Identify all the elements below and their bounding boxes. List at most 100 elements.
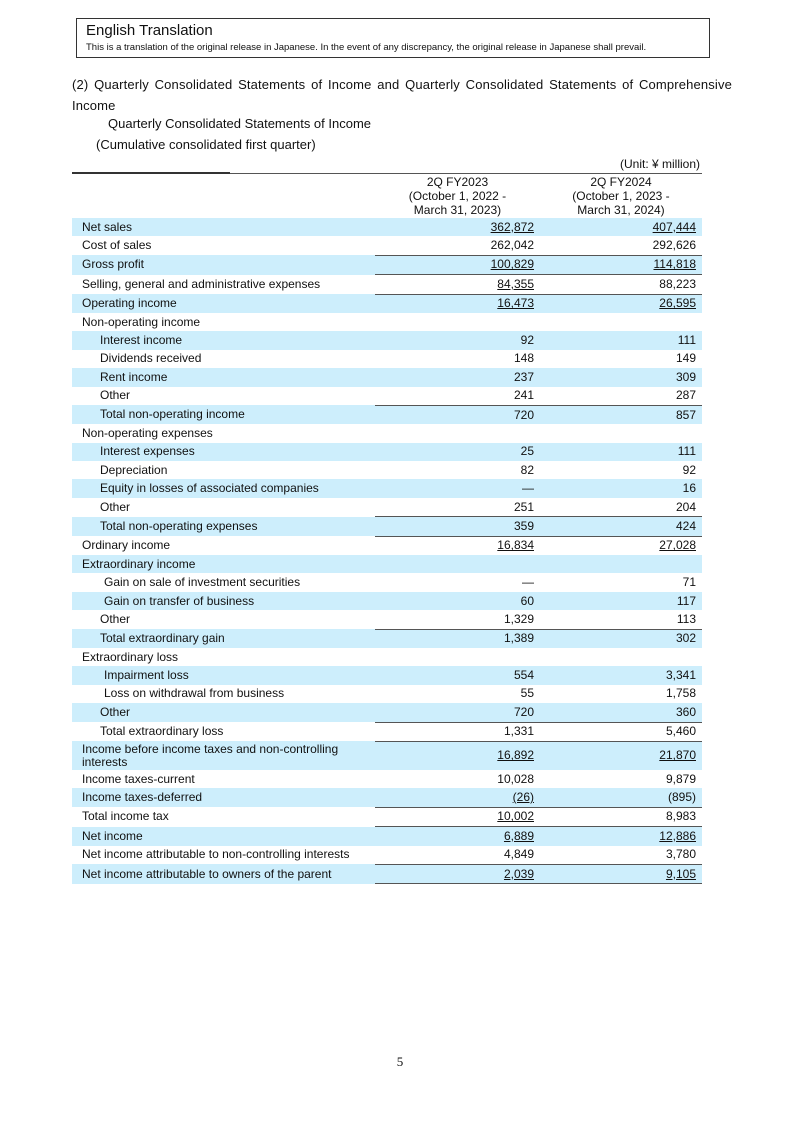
table-row: Interest expenses 25 111 (72, 442, 702, 462)
row-value-fy2024: 5,460 (540, 721, 702, 742)
row-label: Impairment loss (72, 666, 375, 685)
row-value-fy2024: 424 (540, 516, 702, 537)
row-value-fy2023: 1,389 (375, 628, 540, 648)
value-text: 8,983 (665, 809, 696, 824)
value-text: 100,829 (490, 257, 534, 272)
row-value-fy2024: 26,595 (540, 293, 702, 313)
row-value-fy2024: 27,028 (540, 535, 702, 556)
row-label: Operating income (72, 294, 375, 313)
row-label: Ordinary income (82, 538, 171, 553)
row-value-fy2024: 149 (540, 350, 702, 368)
row-value-fy2024: 9,105 (540, 863, 702, 885)
translation-notice: English Translation This is a translatio… (76, 18, 710, 58)
row-value-fy2023: 16,892 (375, 740, 540, 770)
value-text: 148 (513, 351, 534, 366)
value-text: 16,892 (497, 748, 534, 763)
row-label: Net income attributable to owners of the… (72, 864, 375, 884)
value-text: 3,780 (665, 847, 696, 862)
row-value-fy2023: 6,889 (375, 826, 540, 846)
table-row: Gain on sale of investment securities — 71 (72, 573, 702, 591)
value-text: 10,002 (497, 809, 534, 824)
value-text: 2,039 (503, 866, 534, 881)
row-value-fy2023: 148 (375, 350, 540, 368)
row-label: Net sales (72, 218, 375, 237)
notice-title: English Translation (86, 22, 213, 39)
value-text: 117 (676, 593, 696, 608)
row-value-fy2023: 2,039 (375, 863, 540, 885)
row-value-fy2024 (540, 313, 702, 331)
value-text: 111 (677, 444, 696, 459)
row-value-fy2023: 10,002 (375, 806, 540, 827)
table-row: Total non-operating expenses 359 424 (72, 516, 702, 537)
notice-text: This is a translation of the original re… (86, 42, 647, 53)
row-value-fy2024: 92 (540, 461, 702, 479)
row-value-fy2023: 720 (375, 404, 540, 425)
table-row: Other 1,329 113 (72, 610, 702, 629)
row-value-fy2023: 10,028 (375, 770, 540, 788)
value-text: 362,872 (490, 219, 534, 234)
table-row: Net sales 362,872 407,444 (72, 218, 702, 237)
table-row: Total extraordinary loss 1,331 5,460 (72, 721, 702, 742)
value-text: 10,028 (497, 771, 534, 786)
income-statement-table: 2Q FY2023 (October 1, 2022 - March 31, 202… (72, 175, 702, 885)
value-text: 1,758 (665, 686, 696, 701)
value-text: 1,329 (503, 611, 534, 626)
row-value-fy2023: 1,329 (375, 610, 540, 629)
value-text: 720 (513, 407, 534, 422)
value-text: 16,473 (497, 296, 534, 311)
table-row: Selling, general and administrative expe… (72, 274, 702, 295)
row-label: Other (72, 703, 375, 723)
table-row: Cost of sales 262,042 292,626 (72, 236, 702, 255)
value-text: 1,331 (503, 724, 534, 739)
row-value-fy2024: 111 (540, 442, 702, 462)
row-label: Equity in losses of associated companies (72, 479, 375, 498)
value-text: 12,886 (659, 828, 696, 843)
value-text: 111 (677, 333, 696, 348)
row-value-fy2024: 302 (540, 628, 702, 648)
row-value-fy2024: 111 (540, 331, 702, 350)
table-row: Total non-operating income 720 857 (72, 404, 702, 425)
table-row: Net income attributable to non-controlli… (72, 846, 702, 865)
table-row: Gross profit 100,829 114,818 (72, 254, 702, 275)
value-text: 9,105 (665, 866, 696, 881)
row-value-fy2024: 360 (540, 703, 702, 723)
table-row: Dividends received 148 149 (72, 350, 702, 368)
row-label: Depreciation (100, 462, 168, 477)
statement-title: Quarterly Consolidated Statements of Inc… (108, 116, 372, 131)
row-label: Total extraordinary loss (100, 724, 224, 739)
value-text: — (522, 481, 534, 496)
value-text: 71 (682, 575, 696, 590)
row-value-fy2024: 287 (540, 387, 702, 406)
table-row: Depreciation 82 92 (72, 461, 702, 479)
value-text: 287 (675, 388, 696, 403)
value-text: 204 (675, 499, 696, 514)
table-row: Income taxes-deferred (26) (895) (72, 788, 702, 808)
value-text: 720 (513, 704, 534, 719)
row-value-fy2023: 720 (375, 703, 540, 723)
row-value-fy2023: 237 (375, 368, 540, 387)
value-text: 55 (520, 686, 534, 701)
row-value-fy2023 (375, 648, 540, 666)
table-row: Ordinary income 16,834 27,028 (72, 535, 702, 556)
table-row: Operating income 16,473 26,595 (72, 293, 702, 313)
value-text: 292,626 (652, 238, 696, 253)
row-label: Total income tax (82, 809, 169, 824)
table-header: 2Q FY2023 (October 1, 2022 - March 31, 202… (72, 175, 702, 218)
row-value-fy2023: 241 (375, 387, 540, 406)
row-value-fy2023 (375, 424, 540, 442)
value-text: — (522, 575, 534, 590)
value-text: 92 (682, 462, 696, 477)
row-value-fy2023: 16,834 (375, 535, 540, 556)
row-value-fy2024: 117 (540, 591, 702, 611)
column-header: 2Q FY2023 (October 1, 2022 - March 31, 202… (408, 175, 507, 217)
row-value-fy2023: — (375, 479, 540, 498)
value-text: 113 (676, 611, 696, 626)
value-text: 5,460 (665, 724, 696, 739)
row-label: Income taxes-current (82, 771, 195, 786)
row-label: Non-operating expenses (82, 425, 213, 440)
value-text: 3,341 (665, 668, 696, 683)
row-label: Other (100, 499, 131, 514)
row-label: Total non-operating expenses (72, 516, 375, 537)
row-value-fy2024: (895) (540, 788, 702, 808)
